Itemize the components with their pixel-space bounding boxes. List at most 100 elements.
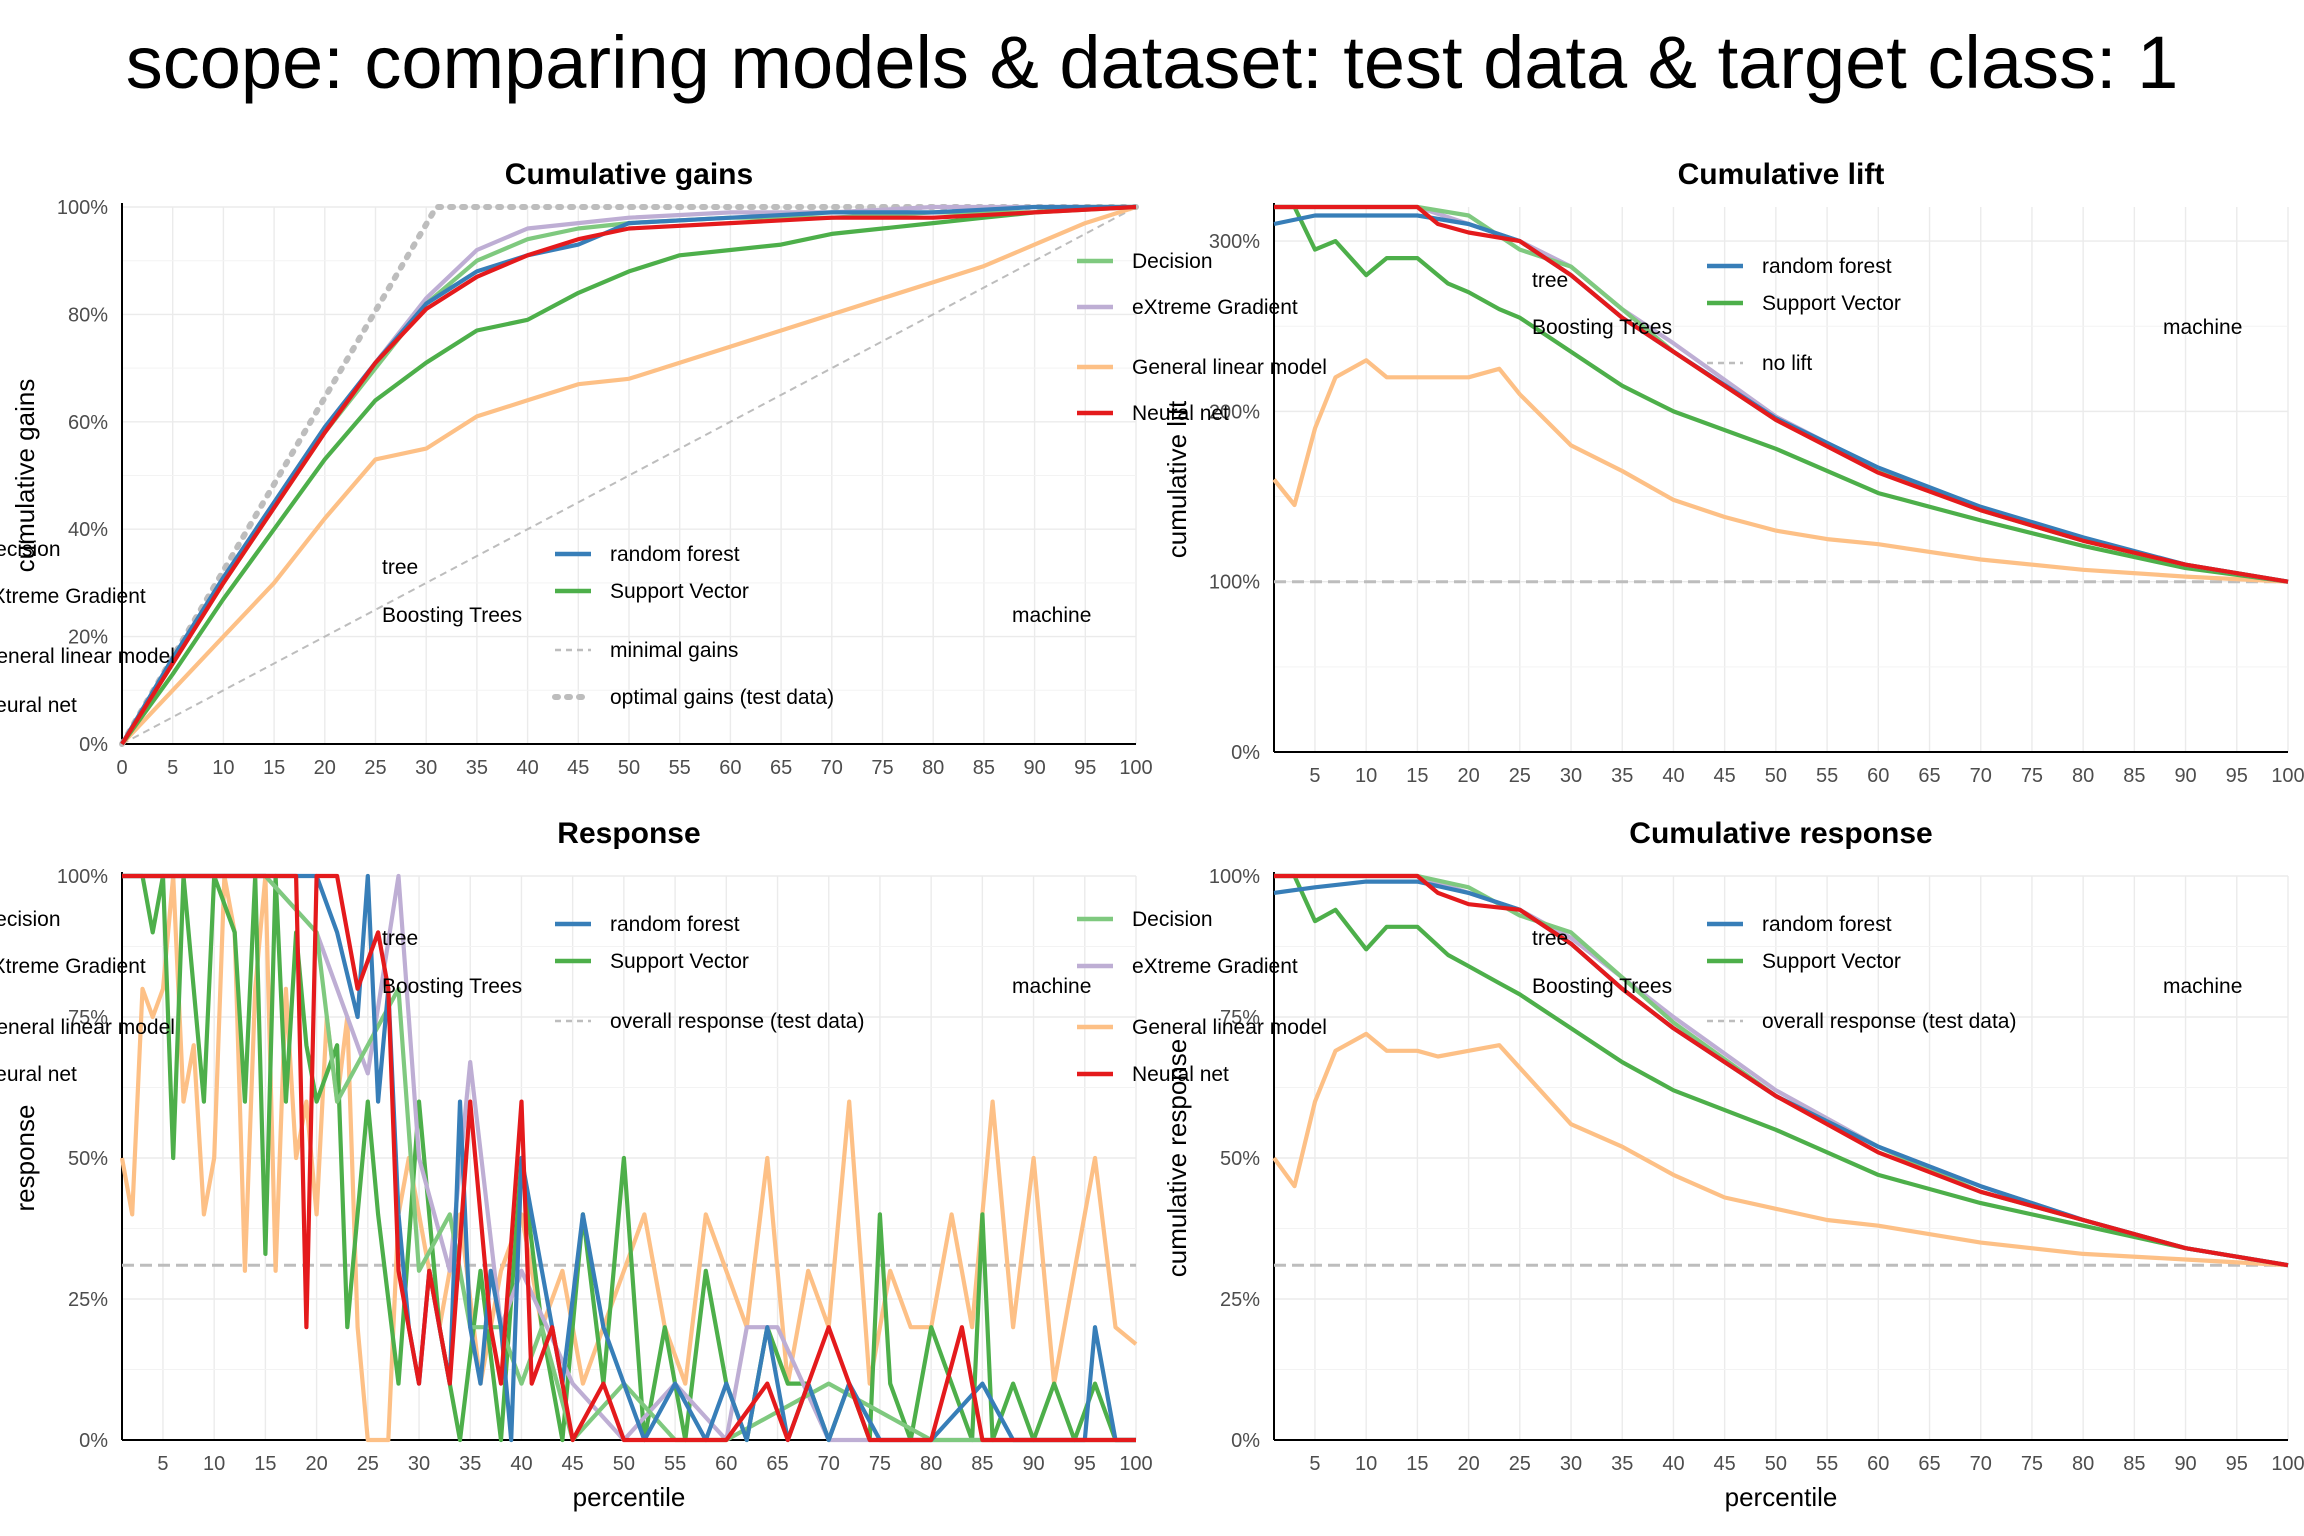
x-tick-label: 35 [459,1453,481,1475]
x-tick-label: 70 [1970,1453,1992,1475]
panel-cumulative-lift: 5 10 15 20 25 30 35 40 45 50 55 60 65 70 75 80 85 90 95 100… [1162,158,2304,787]
x-tick-label: 15 [254,1453,276,1475]
y-tick-label: 300% [1209,231,1260,253]
x-tick-label: 45 [1714,765,1736,787]
legend-label: eXtreme Gradient [0,585,146,608]
legend-label: optimal gains (test data) [610,686,834,709]
legend-label: machine [1012,604,1091,627]
x-tick-label: 45 [1714,1453,1736,1475]
x-tick-label: 80 [922,757,944,779]
legend-label: overall response (test data) [610,1010,864,1033]
legend-label: eXtreme Gradient [0,955,146,978]
x-tick-label: 55 [1816,1453,1838,1475]
x-tick-label: 95 [1074,1453,1096,1475]
legend-label: eXtreme Gradient [1132,296,1298,319]
y-axis-label: response [10,1105,40,1212]
x-tick-label: 25 [364,757,386,779]
x-tick-label: 40 [1662,765,1684,787]
x-tick-label: 25 [1509,765,1531,787]
panel-title: Cumulative gains [505,158,753,191]
y-tick-label: 200% [1209,401,1260,423]
legend-label: Support Vector [1762,292,1901,315]
x-tick-label: 60 [1867,1453,1889,1475]
x-tick-label: 70 [818,1453,840,1475]
y-tick-label: 40% [68,519,108,541]
x-tick-label: 75 [2021,1453,2043,1475]
y-tick-label: 50% [68,1148,108,1170]
panel-title: Response [557,817,700,850]
legend-models: Decision eXtreme Gradient General linear m… [1077,908,1327,1086]
x-tick-label: 50 [1765,765,1787,787]
y-axis-label: cumulative lift [1162,400,1192,558]
legend-label: machine [2163,316,2242,339]
x-tick-label: 50 [613,1453,635,1475]
legend-label: General linear model [1132,1016,1327,1039]
x-tick-label: 40 [516,757,538,779]
legend-label: General linear model [0,1016,175,1039]
x-tick-label: 15 [1406,1453,1428,1475]
series-group [119,204,1139,747]
legend-label: no lift [1762,352,1812,375]
x-tick-label: 55 [1816,765,1838,787]
x-tick-label: 45 [567,757,589,779]
grid [1274,207,2289,753]
legend-label: minimal gains [610,639,738,662]
x-tick-label: 65 [766,1453,788,1475]
legend-models: Decision eXtreme Gradient General linear m… [1077,250,1327,425]
legend-label: tree [382,927,418,950]
x-tick-label: 10 [203,1453,225,1475]
y-tick-label: 25% [1220,1289,1260,1311]
series-random-forest [120,204,1136,746]
x-tick-label: 100 [2271,1453,2304,1475]
legend: random forest Support Vector overall respo… [382,913,1091,1033]
x-tick-label: 15 [263,757,285,779]
y-tick-label: 100% [57,197,108,219]
x-tick-label: 85 [2123,765,2145,787]
legend-label: random forest [610,543,740,566]
x-tick-label: 85 [973,757,995,779]
x-tick-label: 75 [2021,765,2043,787]
x-tick-label: 10 [1355,1453,1377,1475]
y-tick-label: 50% [1220,1148,1260,1170]
x-tick-label: 75 [869,1453,891,1475]
legend-label: Support Vector [610,950,749,973]
panel-cumulative-response: 5 10 15 20 25 30 35 40 45 50 55 60 65 70 75 80 85 90 95 100… [1162,817,2304,1512]
series-general-linear-model [1272,1031,2289,1268]
x-tick-label: 95 [2226,1453,2248,1475]
x-tick-label: 30 [408,1453,430,1475]
x-tick-label: 20 [1457,1453,1479,1475]
x-tick-label: 90 [2174,1453,2196,1475]
x-tick-label: 5 [167,757,178,779]
legend-label: tree [1532,927,1568,950]
x-tick-label: 75 [871,757,893,779]
legend-label: Decision [0,908,61,931]
series-optimal-gains-test-data [119,204,1139,747]
series-support-vector-machine [1274,204,2289,584]
x-tick-label: 50 [1765,1453,1787,1475]
series-general-linear-model [1272,358,2289,584]
y-tick-label: 20% [68,627,108,649]
legend-label: Neural net [1132,1063,1229,1086]
x-tick-label: 25 [1509,1453,1531,1475]
x-tick-label: 5 [1309,1453,1320,1475]
legend-label: overall response (test data) [1762,1010,2016,1033]
legend-label: Neural net [1132,402,1229,425]
x-tick-label: 85 [971,1453,993,1475]
x-tick-label: 45 [562,1453,584,1475]
y-tick-label: 0% [79,1430,108,1452]
series-random-forest [1273,879,2289,1268]
legend-label: random forest [1762,255,1892,278]
x-tick-label: 55 [669,757,691,779]
x-tick-label: 0 [116,757,127,779]
x-tick-label: 60 [715,1453,737,1475]
series-support-vector-machine [120,204,1136,746]
y-tick-label: 100% [57,866,108,888]
x-tick-label: 20 [1457,765,1479,787]
series-group [119,873,1138,1443]
legend-label: Support Vector [610,580,749,603]
series-neural-net [1274,873,2289,1268]
x-tick-label: 30 [415,757,437,779]
x-tick-label: 90 [1023,757,1045,779]
legend-label: random forest [610,913,740,936]
